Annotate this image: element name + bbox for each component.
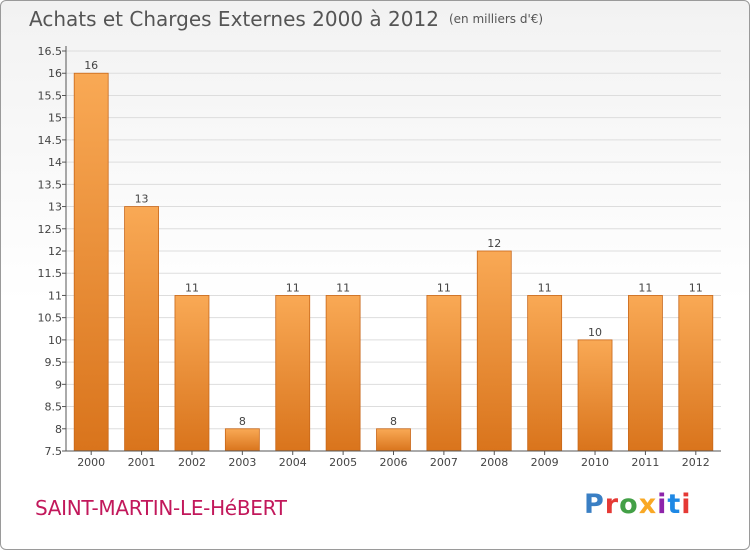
y-tick-label: 9.5 bbox=[45, 356, 63, 369]
logo-letter: r bbox=[604, 489, 620, 520]
proxiti-logo: Proxiti bbox=[584, 489, 692, 520]
y-tick-label: 16.5 bbox=[38, 45, 63, 58]
logo-letter: i bbox=[657, 489, 668, 520]
y-tick-label: 15.5 bbox=[38, 89, 63, 102]
data-label: 11 bbox=[638, 281, 652, 294]
logo-letter: t bbox=[667, 489, 682, 520]
y-tick-label: 7.5 bbox=[45, 445, 63, 458]
y-tick-label: 10 bbox=[48, 334, 62, 347]
data-label: 11 bbox=[538, 281, 552, 294]
x-tick-label: 2007 bbox=[430, 456, 458, 469]
bar bbox=[174, 295, 210, 452]
data-label: 16 bbox=[84, 59, 98, 72]
logo-letter: P bbox=[584, 489, 605, 520]
x-tick-label: 2001 bbox=[128, 456, 156, 469]
x-tick-label: 2006 bbox=[380, 456, 408, 469]
x-tick-label: 2008 bbox=[480, 456, 508, 469]
x-tick-label: 2003 bbox=[228, 456, 256, 469]
y-tick-label: 8.5 bbox=[45, 401, 63, 414]
bar bbox=[476, 250, 512, 452]
x-tick-label: 2004 bbox=[279, 456, 307, 469]
logo-letter: i bbox=[681, 489, 692, 520]
data-label: 11 bbox=[689, 281, 703, 294]
y-tick-label: 12 bbox=[48, 245, 62, 258]
data-label: 10 bbox=[588, 326, 602, 339]
bars bbox=[73, 72, 714, 452]
axes bbox=[62, 46, 721, 455]
bar bbox=[376, 428, 411, 452]
y-tick-label: 11 bbox=[48, 289, 62, 302]
bar bbox=[426, 295, 462, 452]
y-tick-label: 13 bbox=[48, 201, 62, 214]
x-tick-label: 2012 bbox=[682, 456, 710, 469]
grid-lines bbox=[66, 50, 721, 452]
x-tick-label: 2000 bbox=[77, 456, 105, 469]
title-text: Achats et Charges Externes 2000 à 2012 bbox=[29, 7, 439, 31]
chart-title: Achats et Charges Externes 2000 à 2012 (e… bbox=[29, 7, 543, 31]
bar bbox=[577, 339, 613, 452]
data-label: 11 bbox=[286, 281, 300, 294]
y-tick-label: 15 bbox=[48, 112, 62, 125]
y-tick-label: 14.5 bbox=[38, 134, 63, 147]
y-tick-label: 8 bbox=[55, 423, 62, 436]
commune-name: SAINT-MARTIN-LE-HéBERT bbox=[35, 496, 287, 520]
bar bbox=[325, 295, 361, 452]
data-label: 13 bbox=[135, 193, 149, 206]
title-unit: (en milliers d'€) bbox=[448, 12, 544, 26]
bar bbox=[124, 206, 159, 452]
y-tick-label: 10.5 bbox=[38, 312, 63, 325]
bar bbox=[678, 295, 714, 452]
y-tick-label: 14 bbox=[48, 156, 62, 169]
logo-letter: o bbox=[619, 489, 639, 520]
data-label: 8 bbox=[239, 415, 246, 428]
data-label: 12 bbox=[487, 237, 501, 250]
bar bbox=[527, 295, 563, 452]
bar bbox=[73, 72, 109, 452]
x-tick-label: 2011 bbox=[631, 456, 659, 469]
bar bbox=[224, 428, 260, 452]
x-tick-label: 2009 bbox=[531, 456, 559, 469]
y-tick-label: 16 bbox=[48, 67, 62, 80]
data-label: 11 bbox=[185, 281, 199, 294]
y-tick-label: 11.5 bbox=[38, 267, 63, 280]
x-tick-label: 2005 bbox=[329, 456, 357, 469]
y-tick-label: 12.5 bbox=[38, 223, 63, 236]
data-label: 11 bbox=[437, 281, 451, 294]
y-tick-label: 13.5 bbox=[38, 178, 63, 191]
y-tick-label: 9 bbox=[55, 378, 62, 391]
bar bbox=[628, 295, 663, 452]
x-tick-label: 2010 bbox=[581, 456, 609, 469]
data-label: 8 bbox=[390, 415, 397, 428]
data-label: 11 bbox=[336, 281, 350, 294]
labels: 7.5 8 8.5 9 9.5 10 10.5 11 11.5 12 12.5 13 13.5 14 14.… bbox=[38, 45, 710, 469]
bar bbox=[275, 295, 311, 452]
x-tick-label: 2002 bbox=[178, 456, 206, 469]
logo-letter: x bbox=[638, 489, 658, 520]
